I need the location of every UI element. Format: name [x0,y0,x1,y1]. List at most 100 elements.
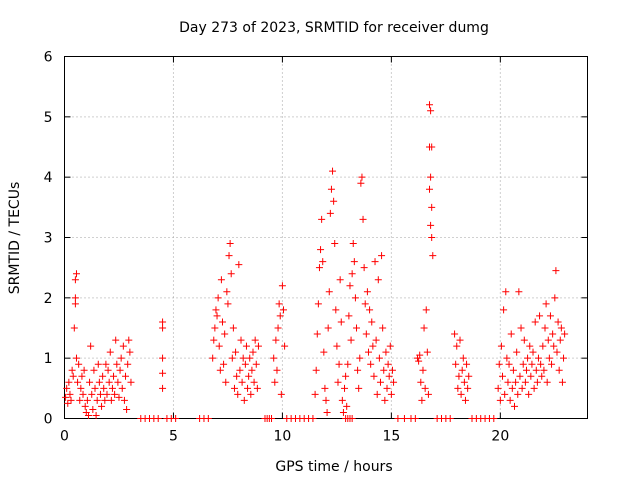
data-point [540,366,548,374]
data-point [233,372,241,380]
data-point [71,294,79,302]
data-point [424,390,432,398]
data-point [418,396,426,404]
data-point [78,372,86,380]
data-point [400,415,408,422]
data-point [548,360,556,368]
data-point [355,384,363,392]
data-point [446,415,454,422]
data-point [70,324,78,332]
data-point [309,415,317,422]
data-point [533,378,541,386]
data-point [538,372,546,380]
data-point [80,366,88,374]
data-point [322,396,330,404]
data-point [237,336,245,344]
data-point [384,360,392,368]
data-point [87,342,95,350]
data-point [276,312,284,320]
data-point [213,312,221,320]
data-point [507,330,515,338]
data-point [386,342,394,350]
data-point [451,330,459,338]
data-point [68,366,76,374]
axis-ticks: 0 1 2 3 4 5 6 0 5 10 15 20 [44,50,588,445]
data-point [346,282,354,290]
data-point [239,354,247,362]
data-point [329,167,337,175]
data-point [272,336,280,344]
data-point [154,415,162,422]
data-point [461,396,469,404]
data-point [508,384,516,392]
data-point [499,372,507,380]
data-point [244,384,252,392]
data-point [110,372,118,380]
data-point [457,390,465,398]
data-point [387,390,395,398]
data-point [368,318,376,326]
data-point [107,396,115,404]
y-tick-label: 2 [44,291,53,307]
data-point [380,366,388,374]
data-point [273,366,281,374]
data-point [270,354,278,362]
data-point [253,384,261,392]
data-point [334,378,342,386]
data-point [114,378,122,386]
data-point [456,336,464,344]
data-point [519,360,527,368]
data-point [520,336,528,344]
data-point [227,270,235,278]
data-point [242,342,250,350]
data-point [75,360,83,368]
data-point [62,393,70,401]
data-point [247,390,255,398]
data-point [452,360,460,368]
data-point [92,411,100,419]
data-point [124,360,132,368]
data-point [226,240,234,248]
data-point [319,258,327,266]
data-point [98,402,106,410]
data-point [69,372,77,380]
data-point [250,378,258,386]
data-point [321,384,329,392]
data-point [422,306,430,314]
data-point [220,360,228,368]
data-point [517,324,525,332]
data-point [382,348,390,356]
data-point [506,396,514,404]
data-point [106,348,114,356]
data-point [458,366,466,374]
data-point [465,372,473,380]
data-point [71,276,79,284]
data-point [376,378,384,386]
data-point [556,336,564,344]
data-point [332,306,340,314]
data-point [555,366,563,374]
data-point [335,360,343,368]
data-point [280,306,288,314]
data-point [104,366,112,374]
data-point [463,360,471,368]
data-point [347,336,355,344]
data-point [232,348,240,356]
data-point [558,378,566,386]
data-point [221,330,229,338]
data-point [361,300,369,308]
data-point [521,378,529,386]
data-point [428,203,436,211]
data-point [366,306,374,314]
data-point [66,390,74,398]
data-point [90,366,98,374]
x-tick-label: 20 [491,429,509,445]
data-point [373,390,381,398]
x-axis-label: GPS time / hours [275,459,392,475]
data-point [117,354,125,362]
data-point [530,384,538,392]
data-point [318,215,326,223]
data-point [420,324,428,332]
y-tick-label: 4 [44,170,53,186]
